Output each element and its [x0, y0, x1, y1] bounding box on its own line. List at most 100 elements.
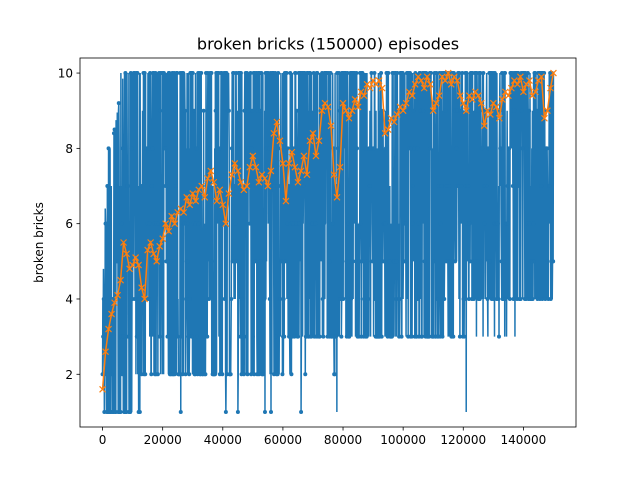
- raw-point: [287, 334, 292, 339]
- moving-average-point: [147, 239, 155, 246]
- raw-point: [509, 108, 514, 113]
- raw-point: [443, 108, 448, 113]
- x-tick-label: 40000: [204, 433, 242, 447]
- raw-point: [207, 296, 212, 301]
- moving-average-point: [99, 385, 106, 393]
- raw-point: [253, 184, 258, 189]
- raw-point: [383, 146, 388, 151]
- raw-point: [167, 71, 172, 76]
- raw-point: [234, 259, 239, 264]
- moving-average-point: [312, 152, 320, 160]
- raw-point: [104, 221, 109, 226]
- raw-point: [235, 409, 240, 414]
- moving-average-point: [378, 84, 386, 92]
- raw-point: [507, 296, 512, 301]
- raw-point: [135, 71, 140, 76]
- raw-point: [548, 296, 553, 301]
- raw-point: [246, 146, 251, 151]
- x-tick-label: 60000: [264, 433, 302, 447]
- raw-point: [333, 334, 338, 339]
- raw-point: [183, 372, 188, 377]
- raw-point: [119, 221, 124, 226]
- moving-average-point: [102, 348, 109, 356]
- raw-point: [114, 184, 119, 189]
- moving-average-point: [225, 190, 233, 197]
- raw-point: [235, 146, 240, 151]
- raw-point: [477, 296, 482, 301]
- moving-average-point: [234, 167, 242, 175]
- raw-point: [243, 108, 248, 113]
- moving-average-point: [390, 118, 398, 126]
- raw-point: [410, 184, 415, 189]
- raw-point: [332, 372, 337, 377]
- moving-average-point: [246, 163, 254, 171]
- raw-point: [404, 108, 409, 113]
- raw-point: [327, 259, 332, 264]
- raw-point: [451, 334, 456, 339]
- raw-point: [118, 409, 123, 414]
- raw-point: [354, 71, 359, 76]
- raw-point: [495, 221, 500, 226]
- plot-frame: [79, 57, 577, 428]
- raw-point: [184, 296, 189, 301]
- moving-average-point: [201, 193, 209, 201]
- raw-point: [213, 108, 218, 113]
- raw-point: [253, 259, 258, 264]
- raw-point: [210, 259, 215, 264]
- moving-average-point: [300, 152, 308, 160]
- raw-point: [486, 146, 491, 151]
- moving-average-point: [291, 163, 299, 171]
- moving-average-point: [531, 88, 539, 96]
- raw-point: [481, 71, 486, 76]
- raw-point: [296, 334, 301, 339]
- raw-point: [364, 146, 369, 151]
- moving-average-point: [255, 178, 263, 186]
- moving-average-point: [441, 77, 449, 85]
- raw-point: [267, 146, 272, 151]
- moving-average-point: [162, 220, 170, 228]
- raw-point: [222, 296, 227, 301]
- raw-point: [353, 259, 358, 264]
- raw-point: [244, 334, 249, 339]
- raw-point: [475, 108, 480, 113]
- raw-point: [475, 259, 480, 264]
- moving-average-point: [159, 235, 167, 243]
- moving-average-point: [183, 193, 191, 201]
- raw-point: [313, 221, 318, 226]
- moving-average-point: [498, 95, 506, 103]
- moving-average-point: [114, 291, 122, 299]
- moving-average-point: [132, 254, 140, 261]
- raw-point: [262, 296, 267, 301]
- moving-average-point: [171, 220, 179, 228]
- moving-average-point: [426, 80, 434, 88]
- moving-average-point: [348, 107, 356, 115]
- moving-average-point: [111, 299, 118, 307]
- raw-point: [139, 184, 144, 189]
- raw-point: [191, 108, 196, 113]
- raw-point: [435, 296, 440, 301]
- raw-point: [128, 409, 133, 414]
- raw-point: [245, 372, 250, 377]
- raw-point: [275, 372, 280, 377]
- moving-average-point: [189, 190, 197, 197]
- raw-point: [497, 334, 502, 339]
- raw-point: [166, 259, 171, 264]
- moving-average-point: [402, 99, 410, 107]
- raw-point: [158, 108, 163, 113]
- raw-point: [115, 259, 120, 264]
- raw-point: [294, 108, 299, 113]
- raw-point: [364, 334, 369, 339]
- raw-point: [137, 409, 142, 414]
- y-tick-label: 10: [58, 67, 73, 81]
- raw-point: [400, 71, 405, 76]
- raw-point: [165, 334, 170, 339]
- raw-point: [356, 296, 361, 301]
- raw-point: [129, 146, 134, 151]
- moving-average-point: [153, 257, 161, 265]
- raw-point: [300, 146, 305, 151]
- raw-point: [244, 71, 249, 76]
- raw-point: [462, 334, 467, 339]
- raw-point: [415, 296, 420, 301]
- raw-point: [281, 296, 286, 301]
